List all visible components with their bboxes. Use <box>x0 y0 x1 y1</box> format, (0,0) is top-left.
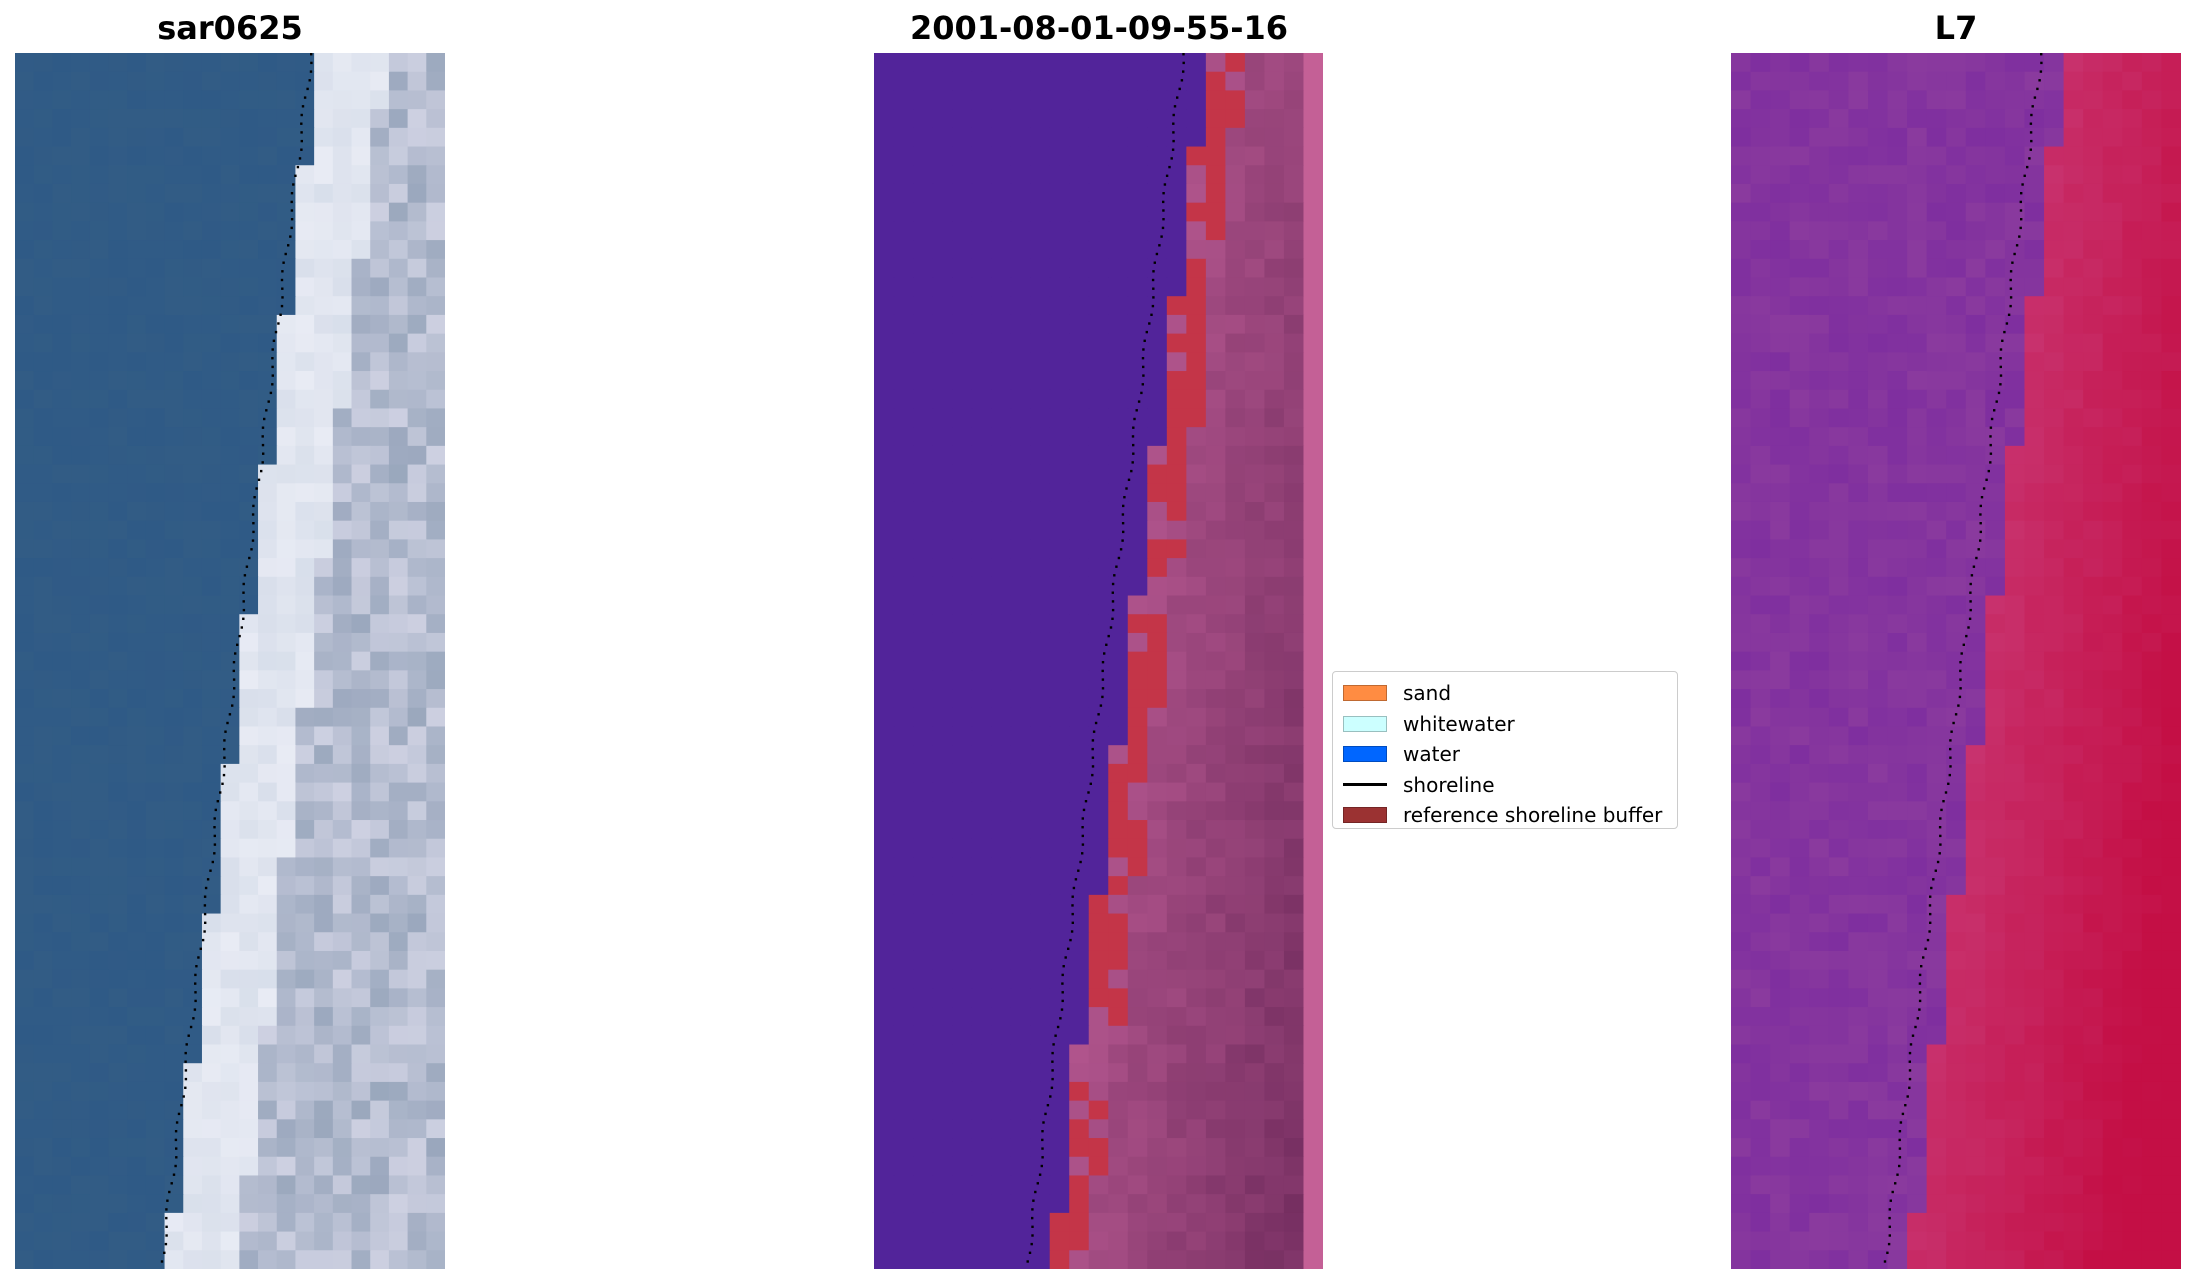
legend-line-shoreline <box>1343 783 1387 787</box>
legend-label: sand <box>1403 681 1452 706</box>
legend-swatch-sand <box>1343 685 1387 702</box>
legend-swatch-whitewater <box>1343 715 1387 732</box>
legend-item-water: water <box>1343 739 1667 770</box>
legend-label: shoreline <box>1403 772 1495 797</box>
rgb-image <box>15 53 445 1269</box>
legend-item-shoreline: shoreline <box>1343 770 1667 801</box>
legend: sand whitewater water shoreline referenc… <box>1332 671 1678 829</box>
legend-label: whitewater <box>1403 711 1515 736</box>
legend-label: reference shoreline buffer <box>1403 803 1663 828</box>
classified-image <box>874 53 1323 1269</box>
index-image <box>1731 53 2181 1269</box>
legend-swatch-water <box>1343 746 1387 763</box>
classified-image-panel <box>874 53 1323 1269</box>
legend-label: water <box>1403 742 1460 767</box>
legend-swatch-reference-buffer <box>1343 807 1387 824</box>
rgb-image-panel <box>15 53 445 1269</box>
panel-title-index: L7 <box>1934 9 1978 47</box>
legend-item-sand: sand <box>1343 678 1667 709</box>
legend-item-reference-buffer: reference shoreline buffer <box>1343 800 1667 831</box>
panel-title-classified: 2001-08-01-09-55-16 <box>909 9 1289 47</box>
index-image-panel <box>1731 53 2181 1269</box>
legend-item-whitewater: whitewater <box>1343 709 1667 740</box>
panel-title-rgb: sar0625 <box>157 9 303 47</box>
